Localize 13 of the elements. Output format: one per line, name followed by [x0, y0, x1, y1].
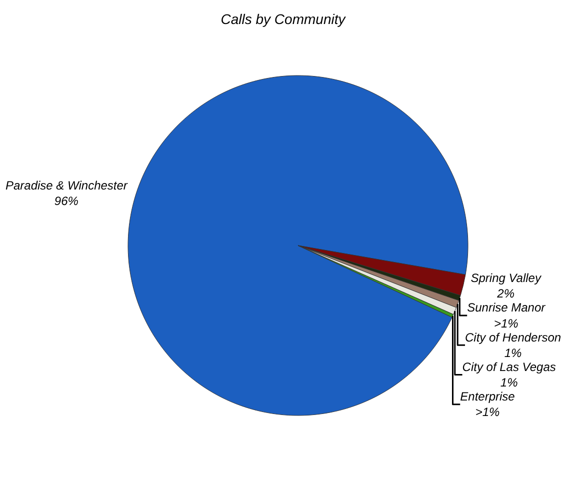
slice-label: City of Henderson	[465, 330, 562, 344]
slice-label: Enterprise	[460, 390, 516, 404]
data-label: >1%	[475, 405, 500, 420]
slice-label: City of Las Vegas	[462, 360, 556, 374]
slice-label: Spring Valley	[470, 271, 542, 286]
data-label: 1%	[500, 376, 518, 390]
chart-title: Calls by Community	[220, 11, 346, 28]
data-label: 1%	[504, 346, 522, 360]
slice-label: Paradise & Winchester	[5, 178, 128, 192]
slice-label: Sunrise Manor	[467, 300, 546, 315]
data-label: 96%	[54, 194, 79, 208]
data-label: >1%	[494, 316, 519, 330]
data-label: 2%	[496, 286, 515, 301]
